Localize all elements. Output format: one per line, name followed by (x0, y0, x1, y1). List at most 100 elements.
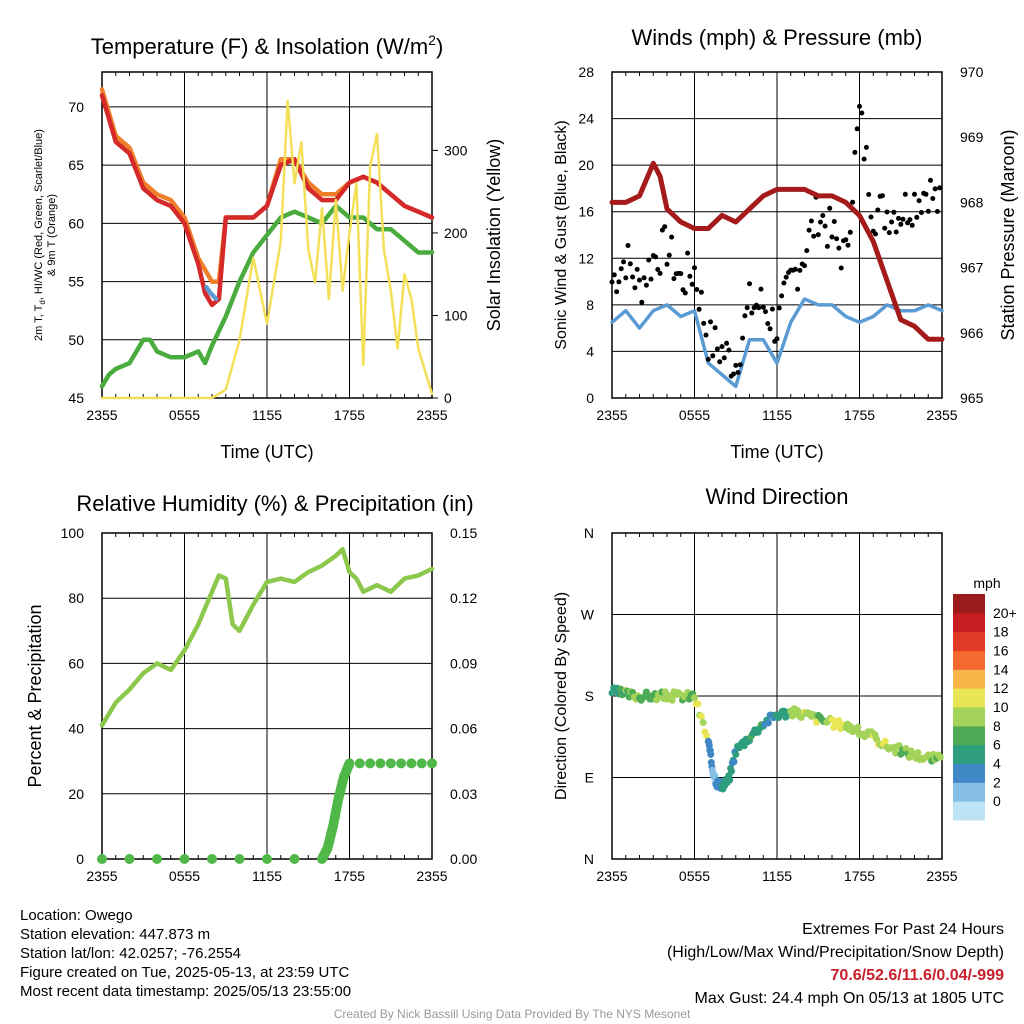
direction-point (703, 732, 710, 740)
precip-point (385, 758, 396, 769)
colorbar-swatch (953, 707, 985, 727)
gust-point (824, 243, 830, 249)
gust-point (627, 261, 633, 267)
y-label-part: & 9m T (Orange) (46, 194, 58, 276)
gust-point (863, 144, 869, 150)
gust-point (907, 217, 913, 223)
precip-point (406, 758, 417, 769)
y2-tick-label: 0.15 (450, 525, 477, 541)
gust-point (797, 267, 803, 273)
y2-tick-label: 100 (444, 307, 468, 323)
direction-point (902, 745, 910, 752)
gust-point (802, 263, 807, 269)
colorbar-swatch (953, 782, 985, 802)
location-text: Location: Owego (20, 907, 133, 924)
gust-point (827, 205, 833, 211)
gust-point (779, 293, 785, 299)
direction-point (794, 707, 802, 714)
chart-title: Winds (mph) & Pressure (mb) (632, 25, 923, 50)
gust-point (925, 208, 931, 214)
colorbar: mph 0 2 4 6 8 10 12 14 16 18 20+ (953, 575, 1017, 821)
gust-point (811, 233, 817, 239)
colorbar-swatch (953, 763, 985, 783)
y2-tick-label: 965 (960, 390, 984, 406)
latlon-text: Station lat/lon: 42.0257; -76.2554 (20, 945, 242, 962)
precip-point (152, 854, 162, 864)
gust-point (902, 191, 908, 197)
gust-point (932, 186, 938, 192)
x-tick-label: 2355 (596, 407, 627, 423)
gust-point (632, 285, 638, 291)
humidity-chart: 0 20 40 60 80 100 0.00 0.03 0.06 0.09 0.12 0.15 2355… (25, 491, 477, 884)
colorbar-swatch (953, 631, 985, 651)
y-tick-label: S (585, 688, 594, 704)
direction-point (699, 719, 707, 726)
gust-point (756, 305, 762, 311)
gust-point (873, 231, 878, 237)
y2-tick-label: 966 (960, 325, 984, 341)
gust-point (928, 177, 933, 183)
gust-point (698, 289, 704, 295)
gust-point (774, 336, 780, 342)
direction-point (697, 712, 705, 720)
colorbar-label: 16 (993, 643, 1009, 659)
colorbar-swatch (953, 594, 985, 614)
gust-point (685, 250, 691, 256)
gust-point (701, 320, 707, 326)
gust-point (714, 346, 720, 352)
gust-point (678, 271, 684, 277)
gust-point (916, 198, 922, 204)
y-tick-label: 0 (76, 851, 84, 867)
gust-point (854, 126, 860, 132)
x-tick-label: 1155 (762, 407, 792, 423)
gust-point (937, 185, 943, 191)
gust-point (884, 209, 890, 215)
y-tick-label: 65 (68, 157, 84, 173)
y-tick-label: 28 (578, 64, 594, 80)
gust-point (749, 310, 755, 316)
direction-point (668, 696, 676, 704)
y2-axis-label: Station Pressure (Maroon) (998, 129, 1018, 340)
precip-point (234, 854, 245, 864)
y-tick-label: 16 (578, 204, 594, 220)
direction-point (835, 717, 843, 725)
gust-point (694, 287, 700, 292)
gust-point (829, 234, 835, 240)
y2-axis-label: Solar Insolation (Yellow) (484, 139, 504, 331)
x-tick-label: 2355 (926, 868, 957, 884)
gust-point (760, 304, 766, 310)
gust-point (909, 222, 915, 228)
gust-point (733, 362, 739, 368)
y-tick-label: 8 (586, 297, 594, 313)
gust-point (671, 276, 677, 282)
y-tick-label: 40 (68, 721, 84, 737)
gust-point (804, 248, 810, 254)
gust-point (705, 356, 711, 362)
colorbar-label: 2 (993, 774, 1001, 790)
precip-point (344, 758, 355, 769)
gust-point (719, 344, 725, 350)
x-tick-label: 1755 (844, 868, 875, 884)
direction-point (691, 694, 698, 702)
direction-point (813, 718, 820, 726)
y-tick-label: 0 (586, 390, 594, 406)
x-tick-label: 2355 (926, 407, 957, 423)
y2-tick-label: 0.06 (450, 721, 477, 737)
gust-point (634, 266, 640, 272)
x-tick-label: 2355 (86, 868, 117, 884)
extremes-legend: (High/Low/Max Wind/Precipitation/Snow De… (666, 944, 1004, 961)
gust-point (859, 110, 865, 116)
series-line-td (99, 203, 435, 389)
direction-point (764, 719, 772, 727)
chart-title: Relative Humidity (%) & Precipitation (i… (76, 491, 473, 516)
gust-point (847, 229, 853, 235)
gust-point (900, 216, 906, 222)
direction-point (914, 749, 922, 757)
extremes-title: Extremes For Past 24 Hours (802, 921, 1004, 938)
elevation-text: Station elevation: 447.873 m (20, 926, 211, 943)
y2-tick-label: 967 (960, 260, 984, 276)
chart-title: Temperature (F) & Insolation (W/m2) (91, 32, 444, 59)
gust-point (721, 355, 727, 361)
y-tick-label: 20 (68, 786, 84, 802)
